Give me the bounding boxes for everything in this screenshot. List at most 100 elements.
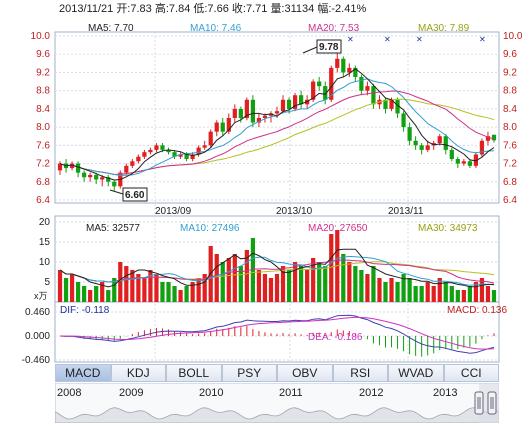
- candle-body: [106, 177, 111, 182]
- price-y-tick-left: 8.0: [36, 122, 50, 133]
- candle-body: [299, 95, 304, 105]
- tab-cci[interactable]: CCI: [443, 364, 499, 382]
- candle-body: [371, 86, 376, 105]
- x-tick-2013-11: 2013/11: [388, 206, 424, 217]
- candle-body: [485, 136, 491, 141]
- ma20-line: [59, 90, 495, 176]
- candle-body: [419, 145, 424, 150]
- volume-ma20-line: [59, 259, 495, 284]
- volume-bar: [443, 282, 448, 302]
- tab-kdj[interactable]: KDJ: [110, 364, 166, 382]
- volume-ma20-legend: MA20: 27650: [308, 223, 368, 234]
- timeline-handle-left[interactable]: [474, 391, 484, 415]
- candle-body: [449, 149, 454, 159]
- candle-body: [142, 152, 147, 157]
- candle-body: [190, 154, 195, 159]
- candle-body: [166, 149, 171, 153]
- candle-body: [473, 154, 479, 166]
- tab-psy[interactable]: PSY: [221, 364, 277, 382]
- candle-body: [286, 99, 292, 109]
- macd-value-legend: MACD: 0.136: [447, 305, 507, 316]
- price-ma10-legend: MA10: 7.46: [190, 23, 242, 34]
- dif-line: [59, 314, 495, 354]
- tab-rsi[interactable]: RSI: [332, 364, 388, 382]
- timeline-navigator[interactable]: 2008 2009 2010 2011 2012 2013: [55, 383, 499, 423]
- candle-body: [455, 159, 460, 164]
- candle-body: [329, 67, 334, 100]
- volume-bar: [160, 282, 165, 302]
- volume-bar: [389, 278, 394, 302]
- x-tick-2013-09: 2013/09: [155, 206, 192, 217]
- volume-bar: [69, 274, 75, 302]
- price-y-tick-right: 8.8: [503, 86, 517, 97]
- volume-bar: [262, 274, 268, 302]
- volume-bar: [250, 238, 255, 302]
- volume-ma30-legend: MA30: 34973: [418, 223, 478, 234]
- candle-body: [196, 147, 201, 155]
- event-marker-2: ✕: [384, 35, 391, 44]
- quote-change: 幅:-2.41%: [317, 3, 367, 15]
- candle-body: [202, 145, 207, 148]
- candle-body: [341, 58, 346, 73]
- volume-ma5-legend: MA5: 32577: [86, 223, 140, 234]
- candle-body: [413, 140, 418, 146]
- candle-body: [292, 95, 298, 109]
- quote-volume: 量:31134: [270, 3, 315, 15]
- event-marker-3: ✕: [416, 35, 423, 44]
- candle-body: [461, 161, 466, 164]
- volume-bar: [353, 266, 358, 302]
- volume-bar: [136, 274, 141, 302]
- price-y-tick-right: 10.0: [503, 31, 523, 42]
- candle-body: [262, 115, 268, 118]
- volume-ma10-legend: MA10: 27496: [180, 223, 240, 234]
- quote-open: 开:7.83: [116, 3, 152, 15]
- annotation-high-leader: [302, 46, 318, 54]
- volume-bar: [238, 266, 243, 302]
- volume-bar: [329, 234, 334, 302]
- volume-bar: [196, 278, 201, 302]
- volume-bar: [184, 286, 189, 302]
- tab-macd[interactable]: MACD: [55, 364, 111, 382]
- timeline-year-2008: 2008: [57, 387, 81, 399]
- price-y-tick-left: 6.8: [36, 177, 50, 188]
- candle-body: [383, 99, 388, 109]
- volume-ma10-line: [59, 255, 495, 286]
- event-marker-4: ✕: [479, 35, 486, 44]
- price-y-tick-right: 9.6: [503, 49, 517, 60]
- timeline-year-2011: 2011: [279, 387, 303, 399]
- candle-body: [268, 113, 274, 116]
- timeline-year-2012: 2012: [359, 387, 383, 399]
- volume-bar: [112, 278, 117, 302]
- annotation-low-leader: [109, 189, 124, 195]
- candle-body: [112, 181, 117, 187]
- tab-wvad[interactable]: WVAD: [388, 364, 444, 382]
- volume-bar: [323, 266, 328, 302]
- quote-low: 低:7.66: [193, 3, 229, 15]
- candle-body: [57, 163, 63, 171]
- annotation-low-label: 6.60: [125, 190, 145, 201]
- volume-bar: [57, 270, 63, 302]
- candle-body: [347, 67, 352, 73]
- macd-dea-legend: DEA: -0.186: [308, 332, 363, 343]
- volume-bar: [365, 274, 370, 302]
- timeline-handle-right[interactable]: [487, 391, 497, 415]
- price-y-tick-left: 9.6: [36, 49, 50, 60]
- candle-body: [401, 113, 406, 128]
- quote-high: 高:7.84: [154, 3, 191, 15]
- volume-bar: [106, 290, 111, 302]
- candle-body: [160, 145, 165, 150]
- volume-bar: [401, 274, 406, 302]
- volume-bar: [455, 290, 460, 302]
- volume-bar: [473, 282, 479, 302]
- price-y-tick-right: 6.4: [503, 195, 517, 206]
- candle-body: [184, 154, 189, 159]
- tab-obv[interactable]: OBV: [277, 364, 333, 382]
- volume-bar: [268, 278, 274, 302]
- candle-body: [425, 145, 430, 150]
- volume-bar: [449, 286, 454, 302]
- volume-bar: [130, 270, 135, 302]
- volume-unit-label: x万: [34, 291, 48, 301]
- volume-bar: [491, 290, 497, 302]
- tab-boll[interactable]: BOLL: [166, 364, 222, 382]
- volume-bar: [274, 274, 280, 302]
